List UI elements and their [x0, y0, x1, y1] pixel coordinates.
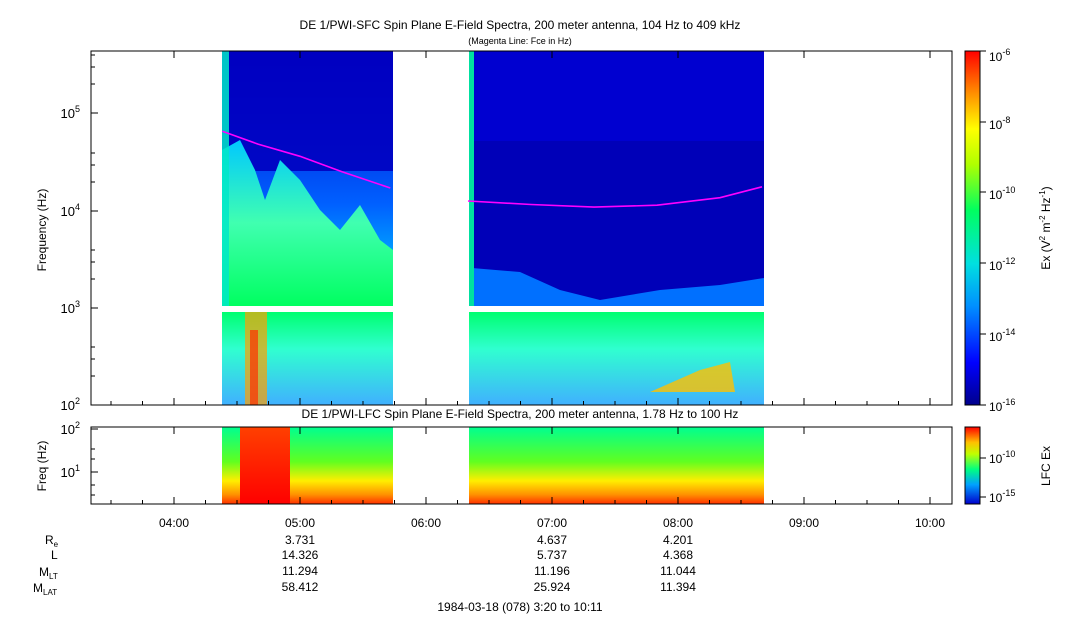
ephemeris-value: 4.637	[537, 533, 567, 547]
x-tick-label: 05:00	[285, 516, 315, 530]
date-range: 1984-03-18 (078) 3:20 to 10:11	[437, 600, 603, 614]
x-tick-label: 09:00	[789, 516, 819, 530]
ephemeris-value: 58.412	[282, 580, 319, 594]
lfc-colorbar-label-lo: 10-15	[989, 488, 1015, 505]
svg-text:10-12: 10-12	[989, 256, 1015, 273]
ytick-label-5: 105	[61, 104, 80, 121]
svg-text:10-6: 10-6	[989, 47, 1010, 64]
ephemeris-value: 11.044	[660, 564, 696, 578]
bottom-ytick-label-2: 102	[61, 420, 80, 437]
ephemeris-value: 14.326	[282, 548, 319, 562]
sfc-colorbar	[964, 50, 981, 406]
x-tick-label: 06:00	[411, 516, 441, 530]
eph-label-mlt: MLT	[39, 565, 58, 581]
top-y-axis-label: Frequency (Hz)	[35, 189, 49, 272]
ytick-label-3: 103	[61, 299, 80, 316]
ephemeris-values: 3.731 4.637 4.201 14.326 5.737 4.368 11.294 11.…	[282, 533, 697, 594]
sfc-colorbar-labels: 10-6 10-8 10-10 10-12 10-14 10-16	[989, 47, 1015, 414]
ephemeris-value: 3.731	[285, 533, 315, 547]
svg-text:10-10: 10-10	[989, 185, 1015, 202]
ephemeris-value: 11.196	[534, 564, 570, 578]
lfc-colorbar-label: LFC Ex	[1039, 446, 1053, 486]
x-tick-label: 08:00	[663, 516, 693, 530]
ytick-label-4: 104	[61, 202, 80, 219]
sfc-colorbar-ticks	[980, 50, 986, 406]
top-panel-title: DE 1/PWI-SFC Spin Plane E-Field Spectra,…	[300, 18, 741, 32]
top-panel-subtitle: (Magenta Line: Fce in Hz)	[468, 36, 572, 46]
x-tick-label: 04:00	[159, 516, 189, 530]
ephemeris-value: 5.737	[537, 548, 567, 562]
lfc-spectrogram	[222, 427, 764, 504]
top-panel-frame	[90, 50, 953, 406]
ephemeris-labels: Re L MLT MLAT	[33, 533, 59, 597]
bottom-y-ticks	[91, 428, 98, 496]
svg-text:10-14: 10-14	[989, 327, 1015, 344]
fce-line-segment-2	[467, 186, 763, 208]
x-axis-tick-labels: 04:00 05:00 06:00 07:00 08:00 09:00 10:00	[159, 516, 945, 530]
x-tick-label: 10:00	[915, 516, 945, 530]
bottom-panel-frame	[90, 426, 953, 505]
sfc-spectrogram	[222, 51, 764, 405]
ephemeris-value: 4.201	[663, 533, 693, 547]
bottom-y-axis-label: Freq (Hz)	[35, 441, 49, 492]
fce-line-segment-1	[222, 130, 391, 189]
lfc-colorbar	[964, 426, 981, 505]
bottom-ytick-label-1: 101	[61, 463, 80, 480]
ephemeris-value: 25.924	[534, 580, 571, 594]
lfc-colorbar-label-hi: 10-10	[989, 449, 1015, 466]
top-y-ticks	[91, 54, 98, 406]
svg-text:10-16: 10-16	[989, 397, 1015, 414]
ytick-label-2: 102	[61, 396, 80, 413]
x-axis-ticks	[110, 51, 931, 504]
ephemeris-value: 4.368	[663, 548, 693, 562]
sfc-colorbar-label: Ex (V2 m-2 Hz-1)	[1038, 186, 1053, 269]
bottom-panel-title: DE 1/PWI-LFC Spin Plane E-Field Spectra,…	[302, 407, 739, 421]
eph-label-re: Re	[45, 533, 59, 549]
top-y-tick-labels: 102 103 104 105	[61, 104, 80, 413]
x-tick-label: 07:00	[537, 516, 567, 530]
eph-label-mlat: MLAT	[33, 581, 57, 597]
ephemeris-value: 11.394	[660, 580, 696, 594]
ephemeris-value: 11.294	[282, 564, 318, 578]
svg-text:10-8: 10-8	[989, 115, 1010, 132]
eph-label-l: L	[51, 548, 58, 562]
